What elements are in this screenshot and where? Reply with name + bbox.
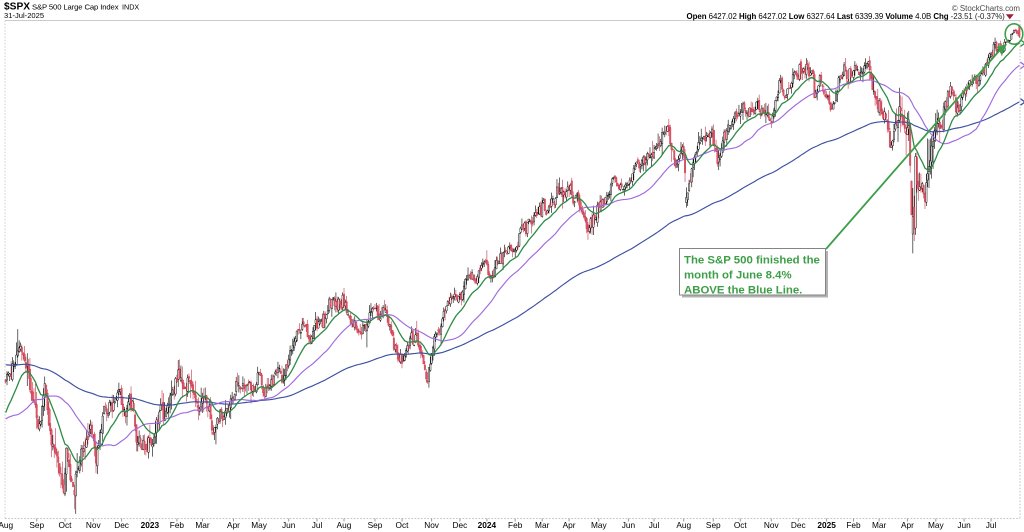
svg-text:Apr: Apr: [901, 520, 914, 530]
svg-text:month of June 8.4%: month of June 8.4%: [684, 270, 792, 282]
svg-text:Nov: Nov: [764, 520, 780, 530]
svg-text:May: May: [251, 520, 268, 530]
svg-text:Feb: Feb: [508, 520, 523, 530]
svg-text:Mar: Mar: [535, 520, 550, 530]
svg-text:Aug: Aug: [676, 520, 691, 530]
svg-text:Oct: Oct: [59, 520, 73, 530]
svg-text:Jul: Jul: [312, 520, 323, 530]
svg-text:2025: 2025: [817, 520, 836, 530]
svg-text:May: May: [928, 520, 945, 530]
svg-text:Apr: Apr: [563, 520, 576, 530]
svg-text:Mar: Mar: [195, 520, 210, 530]
svg-text:Dec: Dec: [791, 520, 806, 530]
svg-text:$SPX: $SPX: [4, 2, 30, 13]
svg-text:Sep: Sep: [368, 520, 383, 530]
svg-text:Dec: Dec: [453, 520, 468, 530]
svg-text:S&P 500 Large Cap Index: S&P 500 Large Cap Index: [32, 3, 119, 12]
svg-text:The S&P 500 finished the: The S&P 500 finished the: [684, 255, 820, 267]
svg-text:Aug: Aug: [0, 520, 13, 530]
svg-text:Feb: Feb: [846, 520, 861, 530]
svg-text:Sep: Sep: [29, 520, 44, 530]
svg-text:Nov: Nov: [424, 520, 440, 530]
svg-text:Jun: Jun: [622, 520, 636, 530]
svg-text:Jun: Jun: [282, 520, 296, 530]
svg-text:Feb: Feb: [170, 520, 185, 530]
svg-text:2024: 2024: [478, 520, 497, 530]
svg-text:Nov: Nov: [86, 520, 102, 530]
svg-text:Jun: Jun: [957, 520, 971, 530]
svg-text:May: May: [591, 520, 608, 530]
svg-text:INDX: INDX: [122, 3, 139, 12]
svg-text:Jul: Jul: [649, 520, 660, 530]
svg-text:Oct: Oct: [396, 520, 410, 530]
svg-text:Dec: Dec: [114, 520, 129, 530]
svg-text:© StockCharts.com: © StockCharts.com: [952, 4, 1021, 13]
svg-text:ABOVE the Blue Line.: ABOVE the Blue Line.: [684, 285, 802, 297]
svg-text:Sep: Sep: [706, 520, 721, 530]
svg-text:31-Jul-2025: 31-Jul-2025: [4, 11, 44, 20]
svg-text:2023: 2023: [141, 520, 160, 530]
svg-text:Mar: Mar: [872, 520, 887, 530]
svg-text:Open 6427.02 High 6427.02 Low: Open 6427.02 High 6427.02 Low 6327.64 La…: [687, 12, 1006, 21]
svg-text:Jul: Jul: [986, 520, 997, 530]
svg-text:Apr: Apr: [227, 520, 240, 530]
svg-text:Aug: Aug: [337, 520, 352, 530]
svg-text:Oct: Oct: [734, 520, 748, 530]
